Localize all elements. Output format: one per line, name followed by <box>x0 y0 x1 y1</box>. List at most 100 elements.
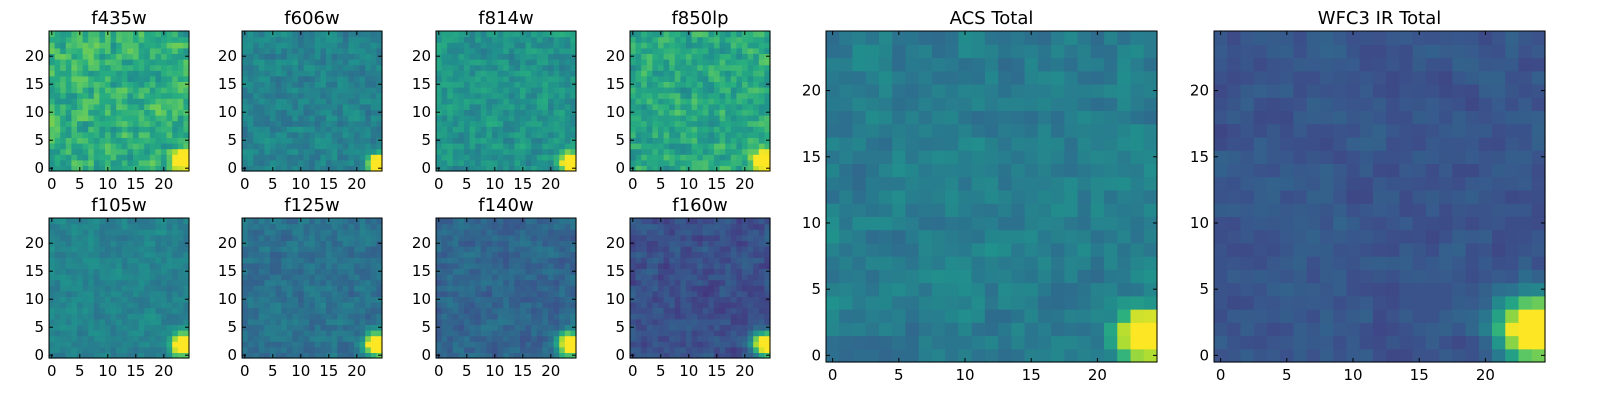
heatmap-cell <box>93 154 100 161</box>
heatmap-cell <box>652 36 659 43</box>
heatmap-cell <box>127 341 134 348</box>
heatmap-cell <box>559 75 566 82</box>
heatmap-cell <box>458 143 465 150</box>
heatmap-cell <box>553 274 560 281</box>
heatmap-cell <box>520 126 527 133</box>
heatmap-cell <box>475 341 482 348</box>
heatmap-cell <box>303 53 310 60</box>
heatmap-cell <box>93 268 100 275</box>
heatmap-cell <box>469 126 476 133</box>
heatmap-cell <box>337 346 344 353</box>
heatmap-cell <box>71 346 78 353</box>
heatmap-cell <box>553 92 560 99</box>
heatmap-cell <box>514 165 521 172</box>
heatmap-cell <box>697 154 704 161</box>
heatmap-cell <box>646 335 653 342</box>
heatmap-cell <box>464 137 471 144</box>
heatmap-cell <box>247 131 254 138</box>
heatmap-cell <box>320 103 327 110</box>
heatmap-cell <box>116 274 123 281</box>
heatmap-cell <box>60 290 67 297</box>
heatmap-cell <box>121 131 128 138</box>
heatmap-cell <box>77 159 84 166</box>
heatmap-cell <box>337 290 344 297</box>
heatmap-cell <box>166 115 173 122</box>
heatmap-cell <box>376 307 383 314</box>
heatmap-cell <box>253 290 260 297</box>
heatmap-cell <box>65 290 72 297</box>
heatmap-cell <box>258 103 265 110</box>
heatmap-cell <box>697 285 704 292</box>
heatmap-cell <box>635 335 642 342</box>
heatmap-cell <box>348 352 355 359</box>
panel-title: f140w <box>478 195 533 216</box>
heatmap-cell <box>564 229 571 236</box>
heatmap-cell <box>725 103 732 110</box>
heatmap-cell <box>508 318 515 325</box>
y-tick-label: 0 <box>34 346 44 364</box>
heatmap-cell <box>155 120 162 127</box>
heatmap-cell <box>548 59 555 66</box>
heatmap-cell <box>133 47 140 54</box>
heatmap-cell <box>742 324 749 331</box>
heatmap-cell <box>436 257 443 264</box>
heatmap-cell <box>758 53 765 60</box>
heatmap-cell <box>177 137 184 144</box>
heatmap-cell <box>65 115 72 122</box>
heatmap-cell <box>303 137 310 144</box>
heatmap-cell <box>531 126 538 133</box>
heatmap-cell <box>49 59 56 66</box>
heatmap-cell <box>172 148 179 155</box>
heatmap-cell <box>669 285 676 292</box>
heatmap-cell <box>161 234 168 241</box>
heatmap-cell <box>458 285 465 292</box>
heatmap-cell <box>359 279 366 286</box>
heatmap-cell <box>93 318 100 325</box>
heatmap-cell <box>342 31 349 38</box>
heatmap-cell <box>177 318 184 325</box>
heatmap-cell <box>242 262 249 269</box>
heatmap-cell <box>65 346 72 353</box>
heatmap-cell <box>531 98 538 105</box>
heatmap-cell <box>452 330 459 337</box>
heatmap-cell <box>486 262 493 269</box>
heatmap-cell <box>144 154 151 161</box>
heatmap-cell <box>570 279 577 286</box>
heatmap-cell <box>719 47 726 54</box>
y-tick-label: 5 <box>615 131 625 149</box>
heatmap-cell <box>370 240 377 247</box>
heatmap-cell <box>183 313 190 320</box>
heatmap-cell <box>149 302 156 309</box>
heatmap-cell <box>337 36 344 43</box>
heatmap-cell <box>480 302 487 309</box>
heatmap-cell <box>714 98 721 105</box>
heatmap-cell <box>469 75 476 82</box>
heatmap-cell <box>264 154 271 161</box>
heatmap-cell <box>646 318 653 325</box>
heatmap-cell <box>65 131 72 138</box>
heatmap-cell <box>65 330 72 337</box>
heatmap-cell <box>514 352 521 359</box>
heatmap-cell <box>492 109 499 116</box>
heatmap-cell <box>60 115 67 122</box>
heatmap-cell <box>183 159 190 166</box>
heatmap-cell <box>359 302 366 309</box>
heatmap-cell <box>559 137 566 144</box>
heatmap-cell <box>719 115 726 122</box>
heatmap-cell <box>475 307 482 314</box>
heatmap-cell <box>447 335 454 342</box>
heatmap-cell <box>548 47 555 54</box>
heatmap-cell <box>548 274 555 281</box>
heatmap-cell <box>133 257 140 264</box>
heatmap-cell <box>464 59 471 66</box>
heatmap-cell <box>49 64 56 71</box>
heatmap-cell <box>138 234 145 241</box>
heatmap-cell <box>138 81 145 88</box>
heatmap-cell <box>480 352 487 359</box>
heatmap-cell <box>247 307 254 314</box>
heatmap-cell <box>531 131 538 138</box>
heatmap-cell <box>49 103 56 110</box>
heatmap-cell <box>286 223 293 230</box>
heatmap-cell <box>514 318 521 325</box>
heatmap-cell <box>314 251 321 258</box>
